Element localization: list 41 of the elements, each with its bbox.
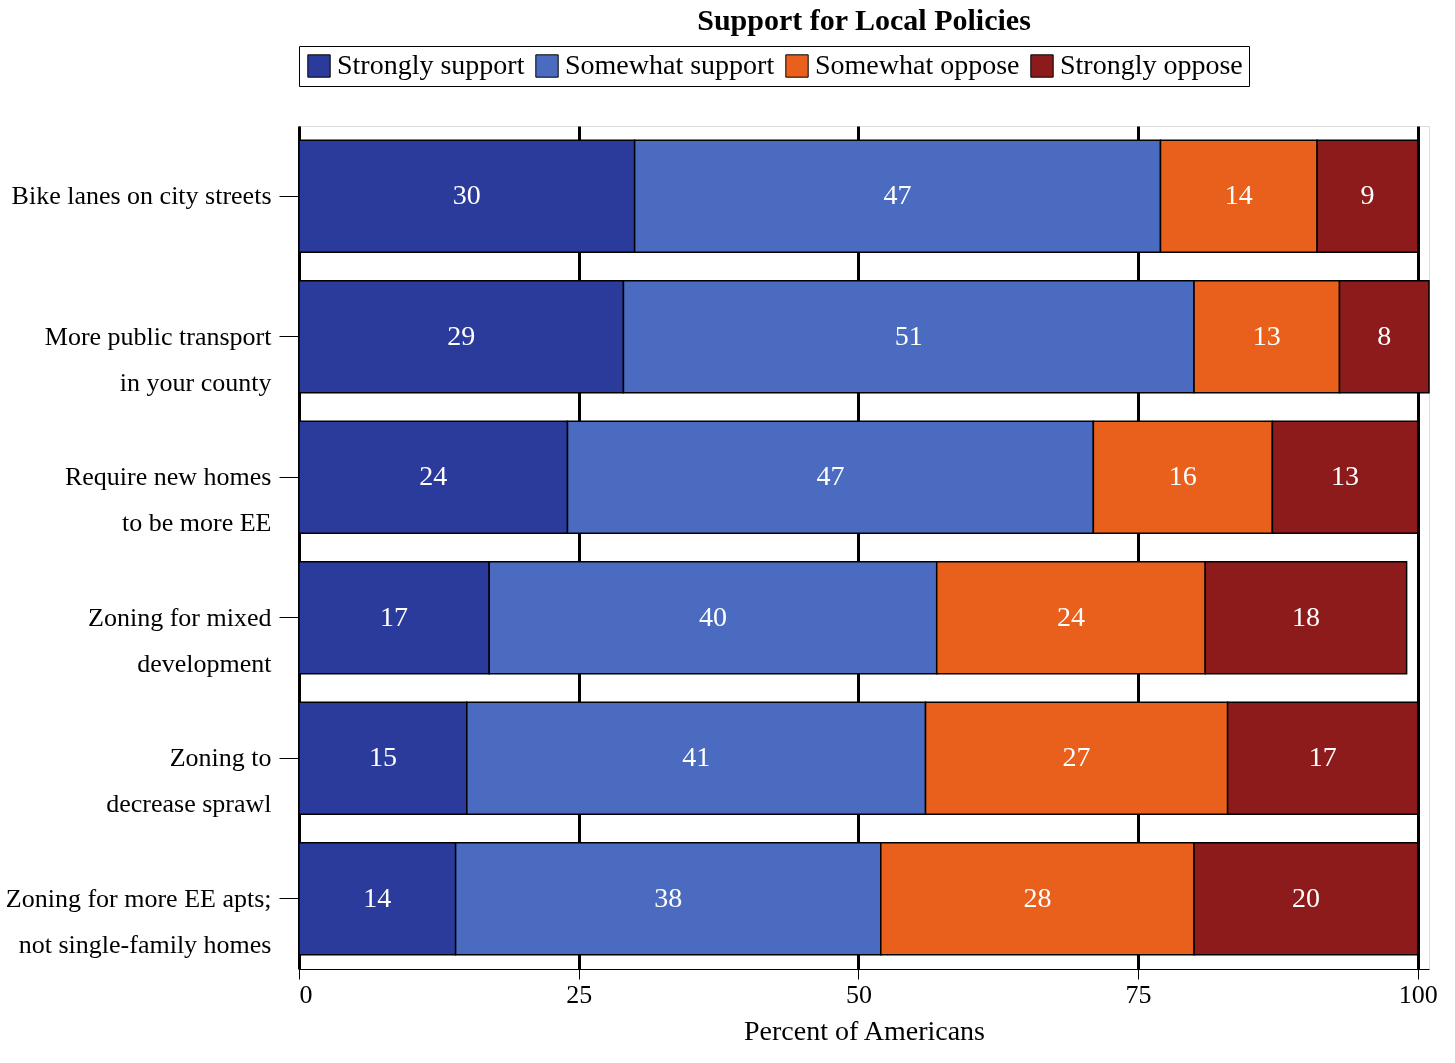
x-tick-label: 50 (845, 979, 872, 1009)
data-label: 8 (1377, 319, 1392, 351)
y-tick-label: Zoning for mixed development (88, 602, 273, 678)
data-label: 38 (654, 881, 683, 913)
data-label: 41 (682, 741, 711, 773)
y-tick-label: More public transport in your county (44, 321, 273, 397)
data-label: 13 (1331, 460, 1360, 492)
data-label: 17 (1308, 741, 1337, 773)
legend-label: Somewhat oppose (815, 49, 1020, 80)
legend-label: Strongly support (337, 49, 525, 80)
data-label: 16 (1168, 460, 1197, 492)
data-label: 40 (698, 600, 727, 632)
x-tick-label: 75 (1125, 979, 1152, 1009)
legend-label: Somewhat support (565, 49, 775, 80)
x-tick-label: 0 (299, 979, 313, 1009)
data-label: 20 (1291, 881, 1320, 913)
data-label: 17 (380, 600, 409, 632)
data-label: 30 (452, 179, 481, 211)
data-label: 27 (1062, 741, 1091, 773)
data-label: 14 (363, 881, 392, 913)
data-label: 14 (1224, 179, 1253, 211)
data-label: 47 (883, 179, 912, 211)
legend-label: Strongly oppose (1060, 49, 1243, 80)
y-tick-label: Zoning for more EE apts; not single-family homes (5, 883, 272, 959)
x-tick-label: 25 (566, 979, 593, 1009)
data-label: 47 (816, 460, 845, 492)
data-label: 51 (894, 319, 923, 351)
data-label: 28 (1023, 881, 1052, 913)
x-tick-label: 100 (1398, 979, 1438, 1009)
data-label: 24 (1056, 600, 1085, 632)
chart-title: Support for Local Policies (697, 2, 1031, 36)
data-label: 15 (368, 741, 397, 773)
y-tick-label: Zoning to decrease sprawl (106, 743, 272, 819)
x-axis-title: Percent of Americans (743, 1014, 986, 1046)
data-label: 9 (1360, 179, 1375, 211)
y-tick-label: Bike lanes on city streets (11, 181, 272, 211)
data-label: 24 (419, 460, 448, 492)
data-label: 18 (1291, 600, 1320, 632)
data-label: 13 (1252, 319, 1281, 351)
y-tick-label: Require new homes to be more EE (64, 462, 272, 538)
data-label: 29 (447, 319, 476, 351)
